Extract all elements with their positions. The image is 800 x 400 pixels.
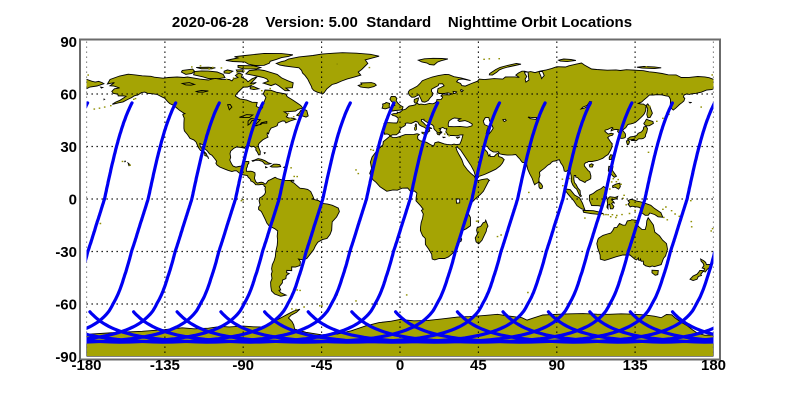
svg-text:-180: -180 — [71, 357, 101, 374]
svg-text:30: 30 — [60, 139, 77, 156]
svg-text:-90: -90 — [232, 357, 254, 374]
svg-text:135: 135 — [623, 357, 648, 374]
svg-text:-60: -60 — [55, 297, 77, 314]
svg-text:90: 90 — [60, 34, 77, 51]
svg-text:0: 0 — [69, 192, 77, 209]
svg-text:45: 45 — [470, 357, 487, 374]
svg-text:0: 0 — [396, 357, 404, 374]
svg-text:180: 180 — [701, 357, 726, 374]
svg-text:90: 90 — [548, 357, 565, 374]
svg-text:60: 60 — [60, 87, 77, 104]
svg-text:-135: -135 — [150, 357, 180, 374]
svg-text:-30: -30 — [55, 244, 77, 261]
svg-text:-45: -45 — [311, 357, 333, 374]
svg-text:2020-06-28 Version: 5.00 S: 2020-06-28 Version: 5.00 Standard Nightt… — [172, 14, 632, 31]
svg-text:-90: -90 — [55, 349, 77, 366]
